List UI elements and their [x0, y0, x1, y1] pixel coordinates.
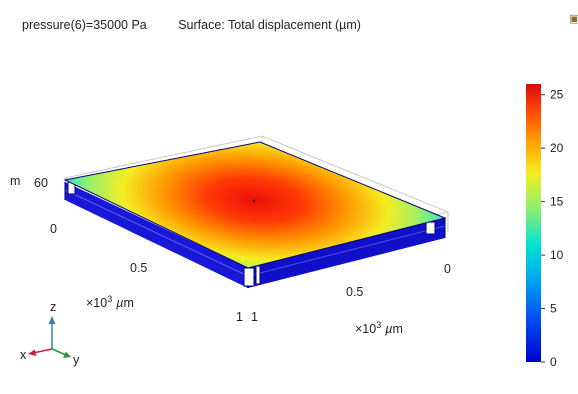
camera-icon[interactable]: ▣: [569, 13, 578, 24]
z-unit-label: m: [10, 174, 20, 188]
color-legend-tick-label: 20: [550, 141, 564, 155]
y-unit-label: ×103 µm: [355, 320, 403, 336]
color-legend-bar: [526, 84, 541, 362]
parameter-label: pressure(6)=35000 Pa: [22, 18, 147, 32]
plot-header: pressure(6)=35000 Pa Surface: Total disp…: [22, 18, 361, 32]
axis-triad: z x y: [20, 300, 80, 367]
color-legend: 0 5 10 15 20 25: [526, 84, 564, 369]
y-tick-05: 0.5: [346, 285, 363, 299]
color-legend-tick-label: 10: [550, 248, 564, 262]
x-unit-label: ×103 µm: [86, 294, 134, 310]
y-tick-0: 0: [444, 262, 451, 276]
color-legend-tick-label: 25: [550, 88, 564, 102]
z-tick-60: 60: [34, 176, 48, 190]
axis-labels: m 60 0 0.5 1 ×103 µm 0 0.5 1 ×103 µm: [10, 174, 451, 336]
color-legend-tick-label: 0: [550, 355, 557, 369]
x-tick-1: 1: [236, 310, 243, 324]
triad-y-label: y: [73, 353, 80, 367]
y-tick-1: 1: [251, 310, 258, 324]
center-point: [252, 199, 256, 203]
triad-x-label: x: [20, 348, 27, 362]
plot-title: Surface: Total displacement (µm): [178, 18, 361, 32]
triad-z-label: z: [50, 300, 56, 314]
x-tick-0: 0: [50, 222, 57, 236]
x-tick-05: 0.5: [130, 261, 147, 275]
color-legend-tick-label: 15: [550, 195, 564, 209]
color-legend-tick-label: 5: [550, 302, 557, 316]
